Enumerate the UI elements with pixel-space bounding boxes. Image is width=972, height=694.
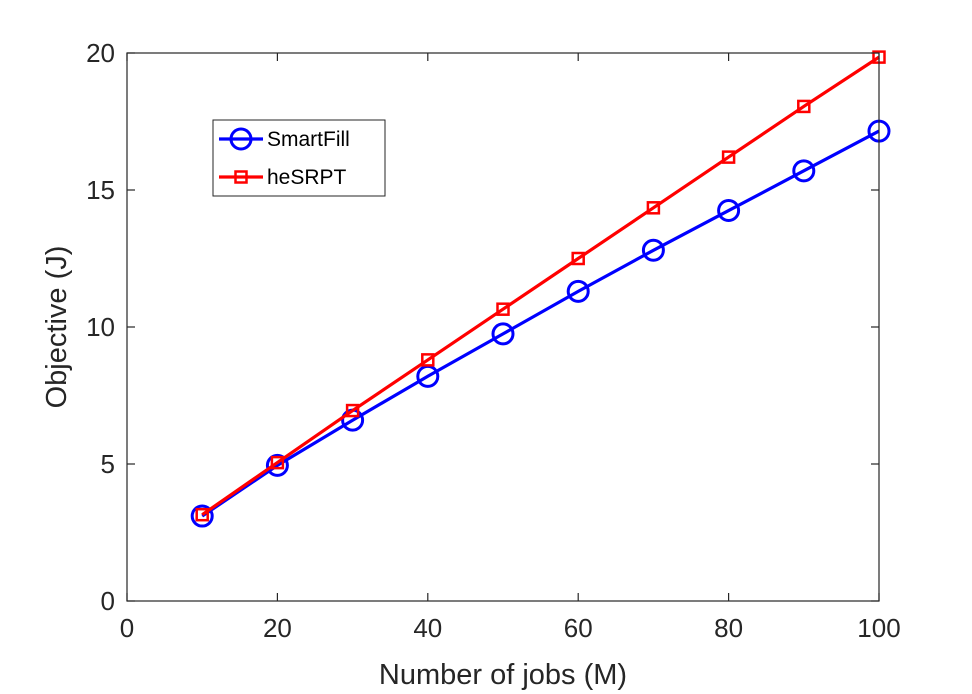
data-point bbox=[190, 504, 214, 528]
data-point bbox=[234, 170, 248, 184]
series-hesrpt bbox=[195, 50, 886, 522]
y-tick-label: 5 bbox=[101, 449, 115, 479]
series-smartfill bbox=[190, 119, 891, 528]
y-tick-label: 0 bbox=[101, 586, 115, 616]
data-point bbox=[717, 199, 741, 223]
x-tick-label: 40 bbox=[413, 613, 442, 643]
series-layer bbox=[190, 50, 891, 528]
series-line bbox=[201, 55, 880, 517]
x-tick-label: 60 bbox=[564, 613, 593, 643]
data-point bbox=[496, 302, 510, 316]
plot-frame bbox=[126, 52, 880, 602]
legend-label: SmartFill bbox=[267, 128, 350, 151]
data-point bbox=[195, 507, 209, 522]
x-tick-label: 80 bbox=[714, 613, 743, 643]
legend-item: SmartFill bbox=[219, 127, 350, 151]
legend-item: heSRPT bbox=[219, 166, 347, 189]
legend-label: heSRPT bbox=[267, 166, 347, 189]
data-point bbox=[421, 353, 435, 367]
legend: SmartFill heSRPT bbox=[212, 119, 386, 197]
y-tick-label: 10 bbox=[86, 312, 115, 342]
data-point bbox=[270, 455, 285, 470]
data-point bbox=[721, 150, 736, 164]
data-point bbox=[229, 127, 253, 151]
data-point bbox=[797, 99, 811, 114]
y-axis-label: Objective (J) bbox=[41, 246, 73, 409]
x-tick-label: 20 bbox=[263, 613, 292, 643]
x-tick-label: 0 bbox=[120, 613, 134, 643]
data-point bbox=[571, 251, 585, 266]
y-tick-label: 20 bbox=[86, 38, 115, 68]
axis-ticks: 0 20 40 60 80 100 0 5 10 15 20 bbox=[86, 38, 901, 643]
data-point bbox=[265, 453, 289, 477]
data-point bbox=[792, 159, 816, 183]
x-axis-label: Number of jobs (M) bbox=[379, 659, 627, 691]
x-tick-label: 100 bbox=[857, 613, 900, 643]
data-point bbox=[641, 238, 665, 262]
y-tick-label: 15 bbox=[86, 175, 115, 205]
series-line bbox=[201, 129, 880, 518]
data-point bbox=[566, 279, 590, 303]
data-point bbox=[345, 403, 360, 418]
data-point bbox=[491, 322, 515, 346]
data-point bbox=[646, 201, 661, 215]
